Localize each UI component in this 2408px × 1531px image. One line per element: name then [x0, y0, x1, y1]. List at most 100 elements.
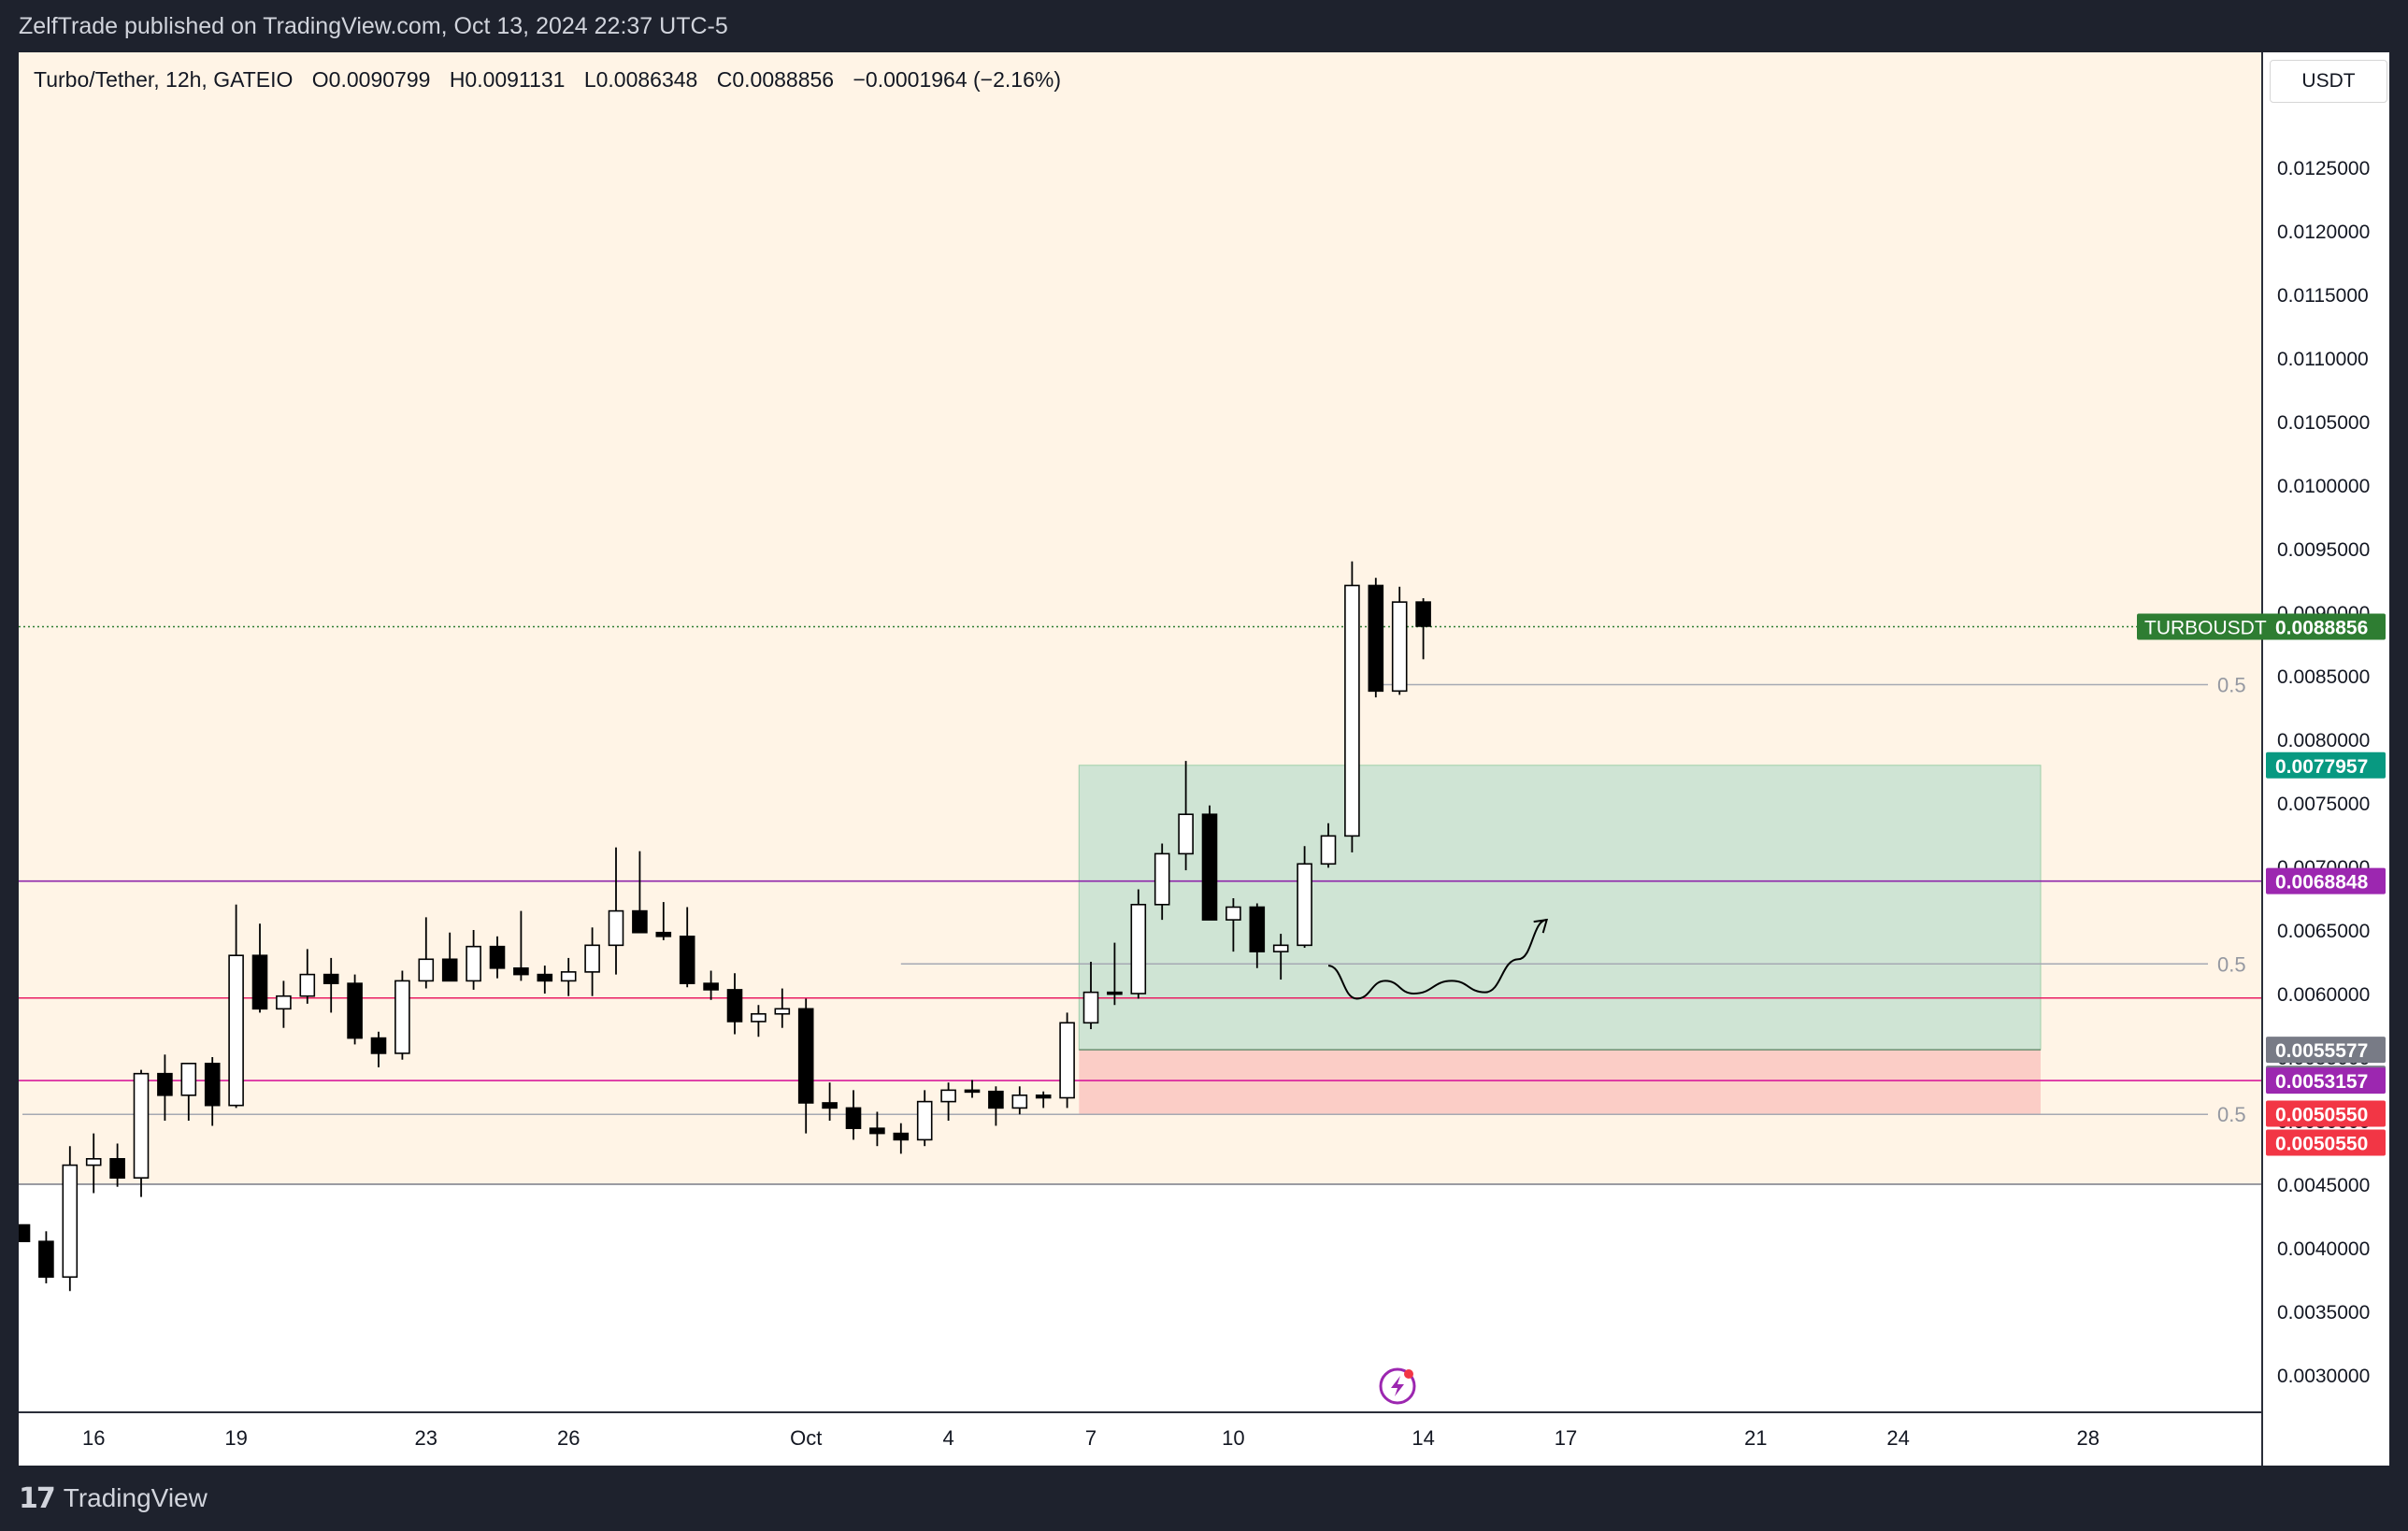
- candle-body-up: [560, 971, 577, 982]
- candle-body-down: [109, 1158, 125, 1180]
- price-axis-tick: 0.0110000: [2277, 349, 2369, 370]
- candle: [1011, 1086, 1028, 1115]
- price-axis-tick: 0.0095000: [2277, 539, 2370, 561]
- candle-body-down: [19, 1223, 31, 1243]
- chart-canvas[interactable]: 0.5 0.5 0.5 0.0030000 0.0035000 0.0040000 0.00…: [19, 52, 2389, 1466]
- candle: [845, 1090, 862, 1140]
- candle-body-down: [1035, 1095, 1052, 1099]
- candle: [584, 927, 600, 996]
- candle: [441, 932, 458, 982]
- candle-body-down: [204, 1063, 221, 1107]
- candle-body-up: [1059, 1022, 1075, 1099]
- last-price-value: 0.0088856: [2275, 618, 2368, 639]
- candle: [322, 957, 339, 1013]
- candle-body-down: [632, 909, 648, 934]
- candle: [893, 1123, 910, 1154]
- candle: [1249, 903, 1266, 968]
- arrowhead-icon: [1533, 918, 1549, 934]
- candle: [1059, 1012, 1075, 1109]
- candle: [608, 847, 624, 975]
- candle: [394, 970, 410, 1060]
- candle: [38, 1231, 54, 1284]
- price-label-text: 0.0068848: [2275, 872, 2369, 894]
- lightning-icon[interactable]: [1377, 1366, 1418, 1407]
- footer-brand[interactable]: 17 TradingView: [0, 1466, 2408, 1531]
- candle-body-up: [418, 958, 435, 982]
- price-axis-label: 0.0068848: [2266, 867, 2386, 894]
- candle-body-down: [322, 973, 339, 984]
- candle-body-down: [988, 1090, 1004, 1109]
- candle-body-up: [608, 909, 624, 947]
- candle: [774, 988, 791, 1028]
- price-label-bg: [2266, 1100, 2386, 1127]
- candle: [1272, 934, 1289, 980]
- candle-body-up: [774, 1008, 791, 1015]
- candle: [133, 1069, 150, 1197]
- candle-body-down: [537, 973, 553, 982]
- time-axis-tick: 14: [1412, 1426, 1434, 1450]
- candle: [703, 970, 719, 1000]
- candle-body-down: [797, 1008, 814, 1104]
- candle-body-down: [157, 1072, 173, 1096]
- candle: [1107, 942, 1123, 1006]
- profit-zone: [1078, 765, 2042, 1051]
- price-label-bg: [2266, 1067, 2386, 1095]
- candle-body-down: [822, 1102, 838, 1109]
- time-axis-tick: 4: [942, 1426, 953, 1450]
- legend-symbol[interactable]: Turbo/Tether, 12h, GATEIO: [34, 67, 294, 92]
- candle-body-up: [180, 1063, 197, 1096]
- time-axis-tick: 7: [1085, 1426, 1096, 1450]
- candle: [276, 980, 292, 1028]
- price-axis-tick: 0.0120000: [2277, 222, 2370, 243]
- candle-body-up: [1130, 903, 1147, 994]
- price-axis-tick: 0.0065000: [2277, 921, 2370, 942]
- candle: [228, 904, 244, 1109]
- candle: [418, 917, 435, 989]
- candle-body-up: [1391, 601, 1408, 693]
- candle: [109, 1143, 125, 1187]
- candle-body-down: [703, 982, 719, 991]
- candle: [1130, 889, 1147, 999]
- candle-body-up: [299, 973, 316, 997]
- time-axis-tick: 23: [415, 1426, 437, 1450]
- time-axis-tick: 17: [1555, 1426, 1577, 1450]
- candle: [797, 998, 814, 1134]
- candle-body-down: [1201, 813, 1218, 921]
- candle-body-down: [893, 1132, 910, 1141]
- candle-body-down: [1107, 991, 1123, 995]
- candle-body-up: [1344, 584, 1360, 837]
- candle-body-down: [964, 1089, 981, 1094]
- candle-body-up: [751, 1012, 767, 1023]
- brand-name: TradingView: [63, 1483, 208, 1512]
- chart-area[interactable]: 0.5 0.5 0.5 0.0030000 0.0035000 0.0040000 0.00…: [19, 52, 2389, 1466]
- candle-body-up: [940, 1089, 956, 1103]
- candle: [347, 974, 363, 1045]
- candle-body-up: [1011, 1095, 1028, 1109]
- currency-selector[interactable]: USDT: [2270, 60, 2387, 103]
- time-axis-tick: 24: [1886, 1426, 1909, 1450]
- fib-level-label: 0.5: [2217, 674, 2246, 697]
- candle-body-up: [228, 954, 244, 1107]
- candle-body-down: [489, 945, 506, 969]
- publish-header: ZelfTrade published on TradingView.com, …: [19, 13, 728, 39]
- candle-body-up: [1272, 944, 1289, 952]
- legend-low: L0.0086348: [583, 67, 698, 92]
- candle: [537, 966, 553, 994]
- fib-level-label: 0.5: [2217, 952, 2246, 976]
- candle-body-up: [1320, 835, 1337, 866]
- time-axis-tick: 16: [82, 1426, 105, 1450]
- candle-body-up: [62, 1164, 79, 1279]
- candle: [157, 1054, 173, 1121]
- price-label-bg: [2266, 1129, 2386, 1156]
- candle-body-down: [726, 989, 743, 1023]
- candle-body-up: [394, 980, 410, 1054]
- candle-body-down: [1249, 906, 1266, 952]
- candle-body-down: [679, 935, 695, 984]
- candle: [299, 949, 316, 1004]
- candle-body-up: [1226, 906, 1241, 921]
- time-axis-tick: 26: [557, 1426, 580, 1450]
- candle: [1391, 586, 1408, 695]
- candle: [1201, 805, 1218, 921]
- candle: [560, 957, 577, 996]
- candle-body-down: [370, 1037, 387, 1054]
